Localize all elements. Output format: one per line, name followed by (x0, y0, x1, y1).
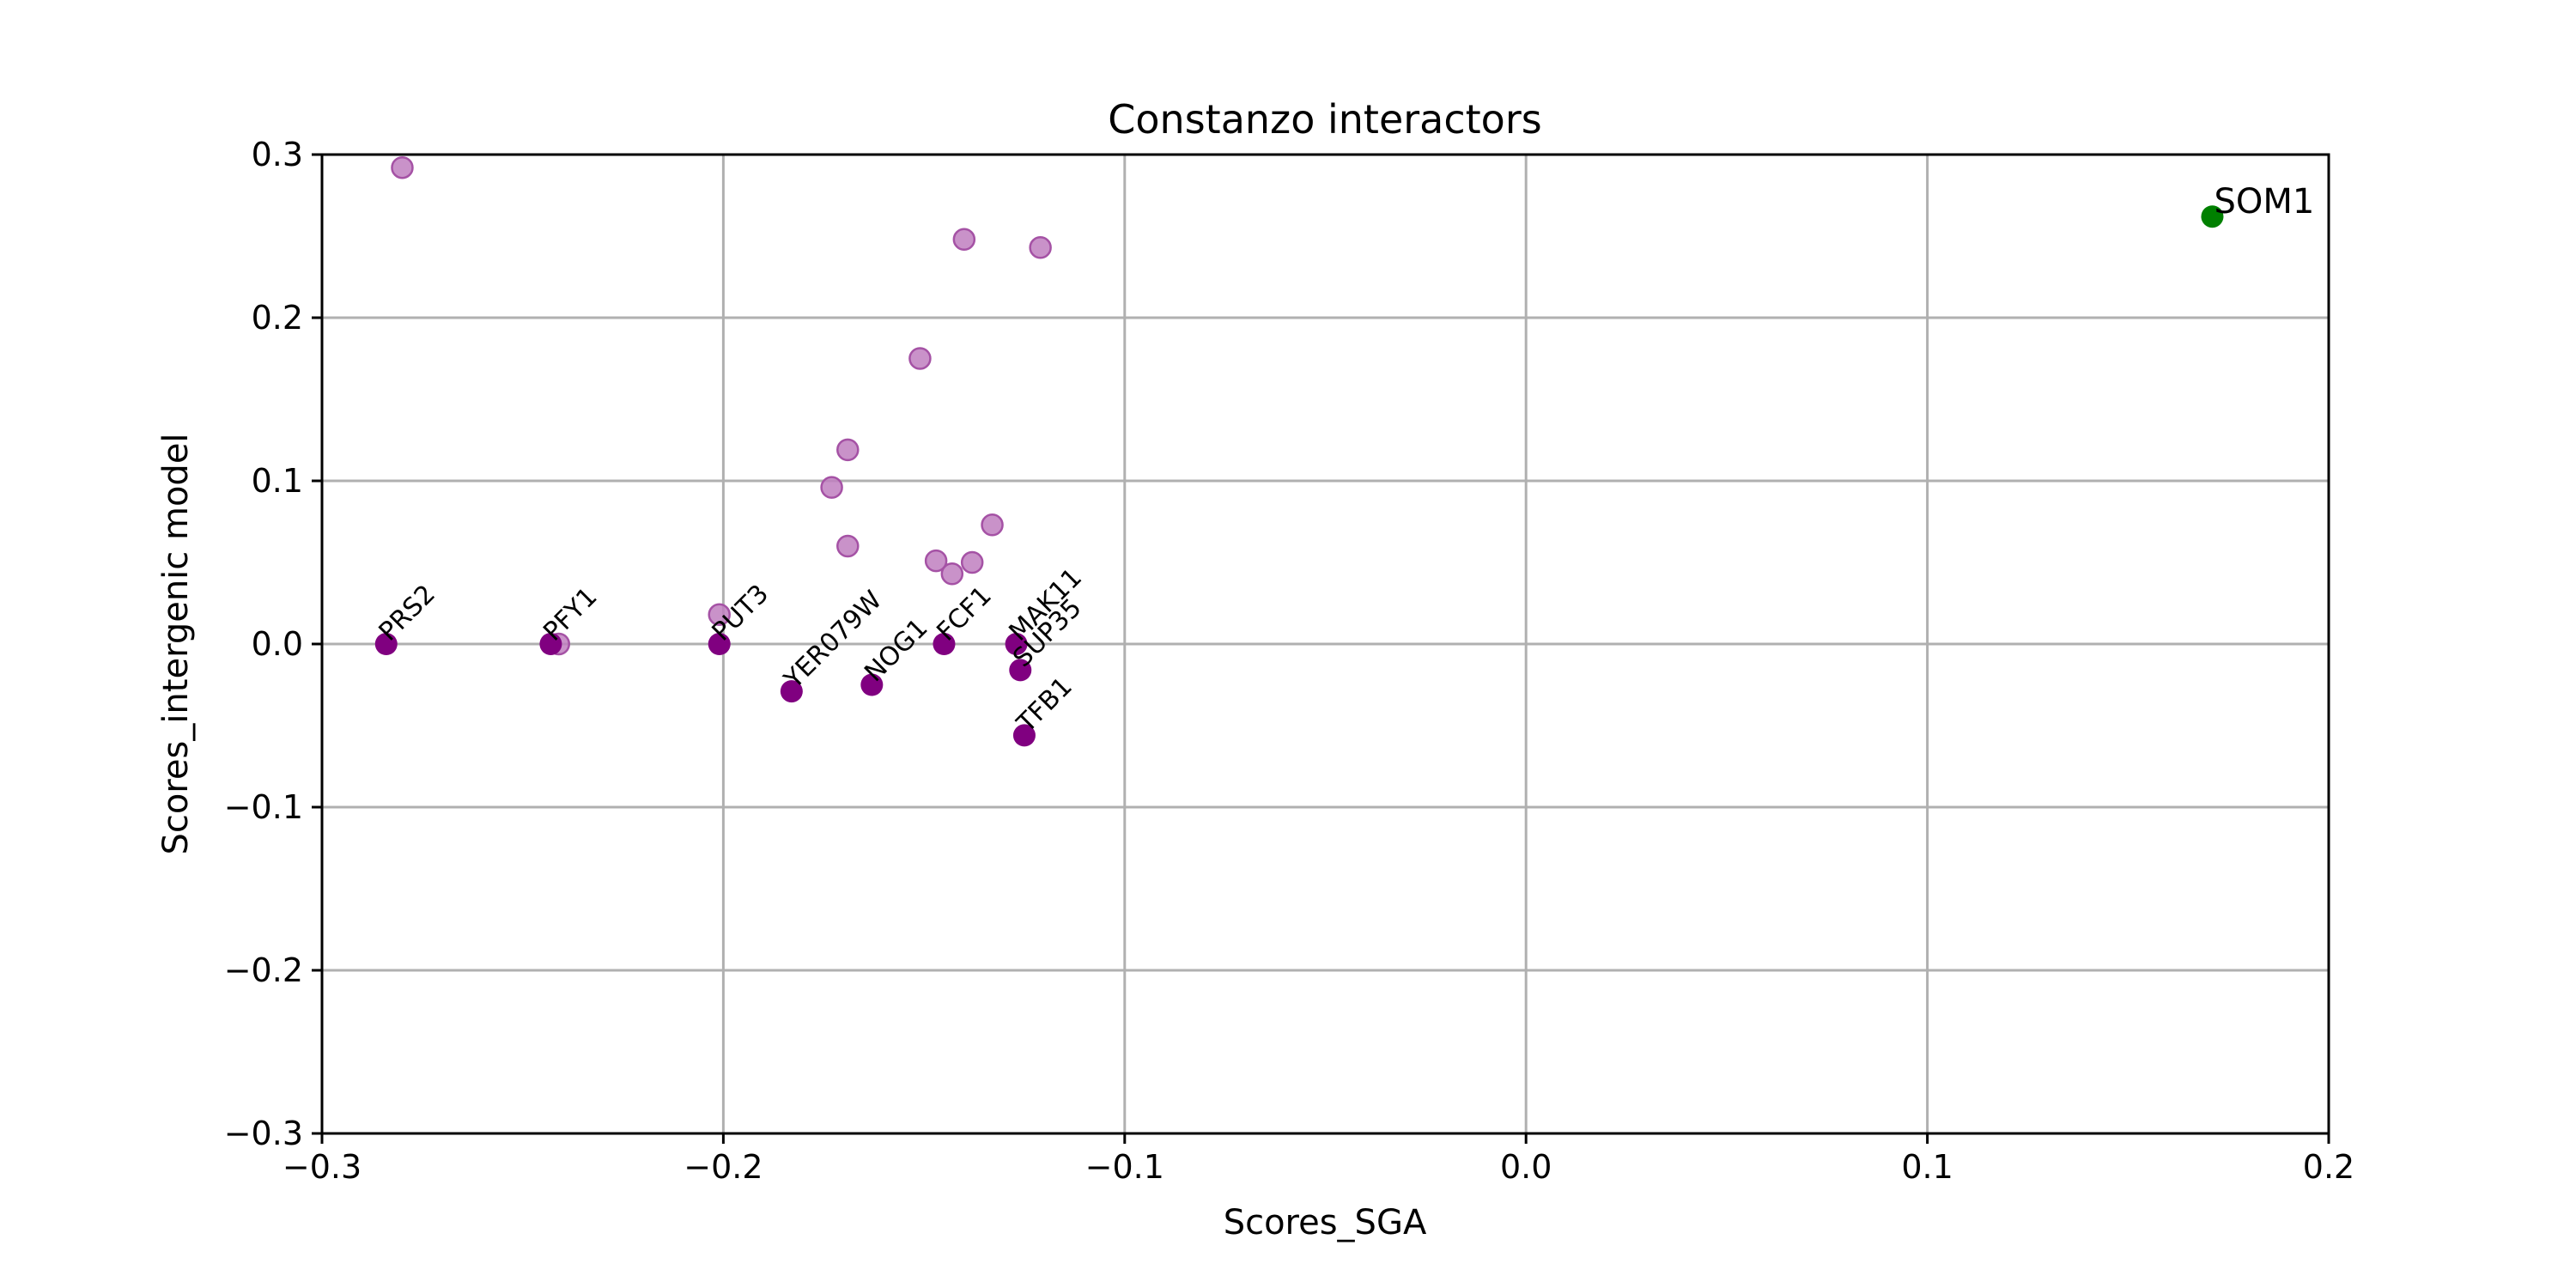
data-point (933, 633, 956, 655)
y-tick-label: −0.3 (224, 1115, 303, 1152)
data-point (1009, 659, 1032, 682)
data-point-highlight (2201, 205, 2224, 228)
data-point (374, 633, 398, 655)
point-label: PRS2 (374, 579, 441, 647)
point-label: NOG1 (859, 613, 933, 688)
data-point (860, 673, 884, 696)
x-tick-label: 0.1 (1901, 1148, 1953, 1186)
y-tick-label: 0.2 (252, 299, 303, 337)
grid-lines (320, 153, 2330, 1135)
data-point (1012, 724, 1036, 747)
data-point-unlabeled (952, 228, 976, 252)
data-point-unlabeled (981, 513, 1004, 537)
data-point (708, 633, 731, 655)
y-tick-label: 0.3 (252, 136, 303, 173)
data-point-unlabeled (1029, 236, 1052, 259)
y-axis-label: Scores_intergenic model (156, 433, 196, 854)
data-point-unlabeled (940, 562, 964, 586)
x-tick-label: −0.3 (283, 1148, 361, 1186)
data-point-unlabeled (708, 603, 731, 627)
data-point-unlabeled (960, 550, 984, 574)
data-point-unlabeled (908, 347, 932, 370)
data-point-unlabeled (836, 534, 860, 558)
point-label: SOM1 (2214, 182, 2314, 222)
y-tick-label: −0.2 (224, 951, 303, 989)
data-point-unlabeled (836, 438, 860, 462)
axis-ticks: −0.3 −0.2 −0.1 0.0 0.1 0.2 −0.3 −0.2 −0.1 0.0 0.1 0… (224, 136, 2355, 1186)
x-tick-label: −0.2 (683, 1148, 762, 1186)
y-tick-label: 0.1 (252, 462, 303, 500)
chart-title: Constanzo interactors (1108, 96, 1541, 143)
data-point-unlabeled (820, 476, 843, 499)
data-point (539, 633, 562, 655)
data-points (374, 155, 2224, 747)
x-axis-label: Scores_SGA (1224, 1203, 1427, 1242)
y-tick-label: 0.0 (252, 625, 303, 663)
data-point (1005, 633, 1028, 655)
y-tick-label: −0.1 (224, 788, 303, 826)
data-point-unlabeled (391, 155, 414, 179)
x-tick-label: 0.0 (1500, 1148, 1552, 1186)
data-point-unlabeled (924, 549, 948, 573)
x-tick-label: 0.2 (2303, 1148, 2354, 1186)
x-tick-label: −0.1 (1085, 1148, 1164, 1186)
data-point (780, 680, 803, 703)
